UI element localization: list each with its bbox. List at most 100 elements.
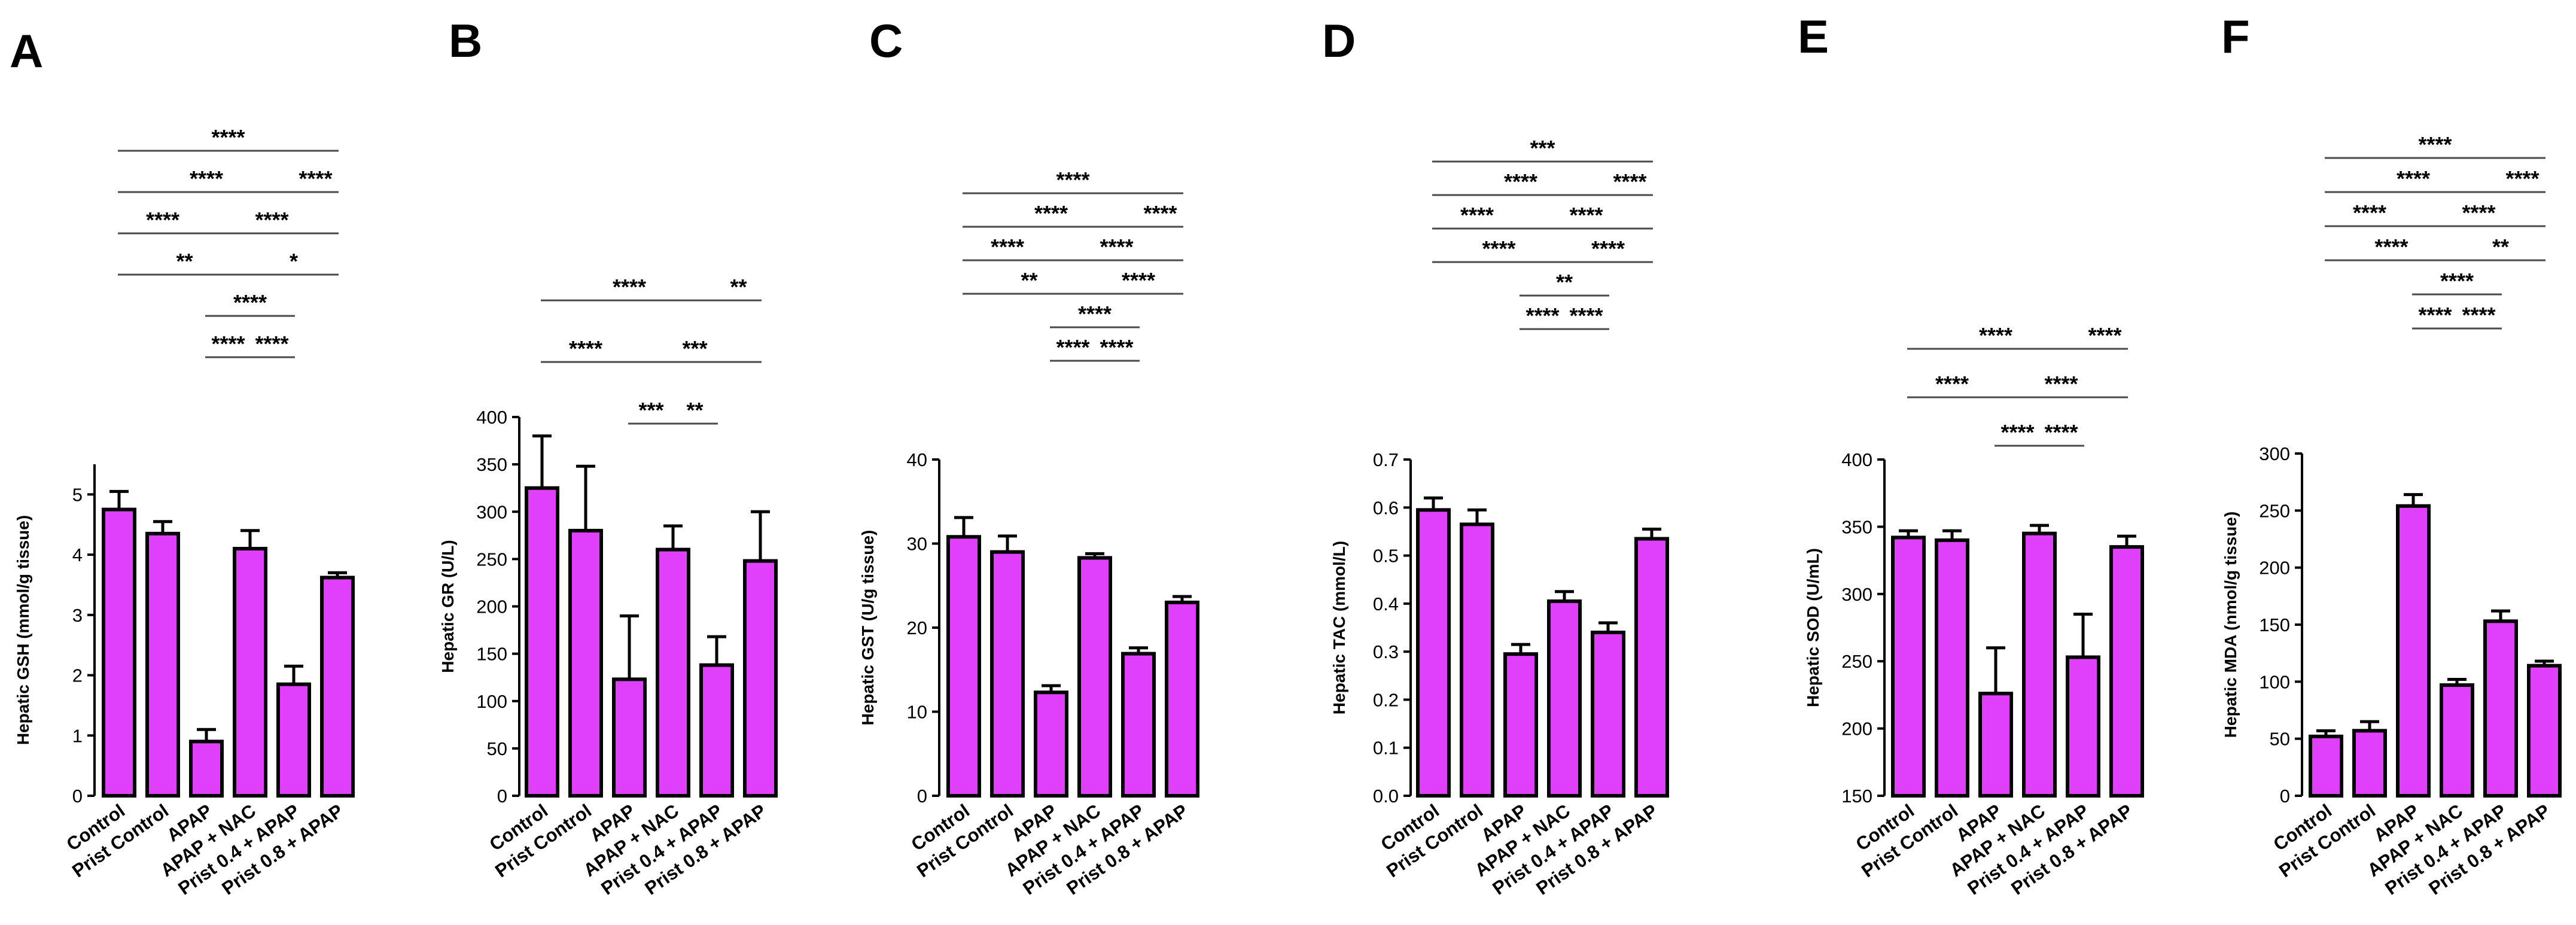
significance-label: ** <box>2492 235 2509 259</box>
significance-label: **** <box>569 336 602 361</box>
bar <box>2109 545 2144 798</box>
bar <box>1891 535 1926 798</box>
y-tick-label: 0 <box>2280 786 2290 807</box>
panel-letter: D <box>1322 14 1356 67</box>
significance-label: **** <box>1979 323 2012 348</box>
bar <box>233 547 267 798</box>
bar <box>145 531 180 798</box>
significance-label: **** <box>1525 303 1559 328</box>
y-tick-label: 0 <box>497 786 507 807</box>
y-tick-label: 30 <box>907 534 927 555</box>
significance-label: **** <box>1122 268 1155 293</box>
significance-label: **** <box>2374 235 2408 259</box>
significance-label: **** <box>299 166 332 191</box>
y-tick-label: 4 <box>72 544 83 565</box>
y-tick-label: 0 <box>72 786 83 807</box>
significance-label: ** <box>730 275 747 299</box>
panel-letter: A <box>10 25 43 77</box>
bar <box>2396 504 2431 798</box>
significance-label: **** <box>1056 168 1089 192</box>
y-tick-label: 50 <box>487 738 507 759</box>
y-tick-label: 20 <box>907 617 927 638</box>
bar <box>699 663 734 798</box>
significance-label: **** <box>2397 166 2430 191</box>
bar <box>1165 600 1199 798</box>
significance-label: **** <box>1504 169 1537 194</box>
bar <box>2352 729 2387 798</box>
significance-label: **** <box>1100 235 1133 259</box>
significance-label: **** <box>233 290 267 315</box>
y-tick-label: 150 <box>476 644 507 665</box>
bar <box>990 550 1025 798</box>
significance-label: **** <box>1569 303 1603 328</box>
significance-label: **** <box>2462 303 2495 327</box>
significance-label: **** <box>211 331 245 356</box>
significance-label: **** <box>190 166 223 191</box>
y-tick-label: 0 <box>917 786 927 807</box>
y-tick-label: 100 <box>2259 671 2290 692</box>
bar <box>946 535 981 798</box>
y-tick-label: 300 <box>476 501 507 522</box>
bar <box>1034 690 1068 798</box>
y-tick-label: 100 <box>476 691 507 712</box>
significance-label: **** <box>2353 200 2386 225</box>
bar <box>656 547 690 798</box>
y-tick-label: 50 <box>2270 729 2290 750</box>
y-tick-label: 250 <box>2259 500 2290 521</box>
y-tick-label: 300 <box>2259 443 2290 464</box>
significance-label: *** <box>682 336 707 361</box>
bar <box>1077 556 1112 798</box>
significance-label: **** <box>255 208 288 232</box>
panel-letter: F <box>2221 10 2250 63</box>
bar <box>276 682 311 798</box>
bar <box>1547 599 1582 798</box>
bar <box>2022 531 2057 798</box>
significance-label: **** <box>2044 420 2078 445</box>
significance-label: **** <box>1569 203 1603 227</box>
bar <box>525 486 559 798</box>
significance-label: **** <box>991 235 1024 259</box>
significance-label: **** <box>2044 372 2078 396</box>
significance-label: **** <box>2418 303 2452 327</box>
significance-label: **** <box>2088 323 2121 348</box>
panel-letter: C <box>869 14 903 67</box>
significance-label: **** <box>146 208 179 232</box>
bar <box>743 559 778 798</box>
significance-label: * <box>290 249 298 273</box>
bar <box>2527 664 2562 798</box>
y-tick-label: 3 <box>72 605 83 626</box>
y-tick-label: 0.0 <box>1373 786 1399 807</box>
y-tick-label: 350 <box>476 454 507 475</box>
y-tick-label: 250 <box>476 549 507 570</box>
significance-label: **** <box>613 275 646 299</box>
bar <box>1416 508 1451 798</box>
significance-label: **** <box>2418 132 2452 157</box>
y-tick-label: 350 <box>1841 516 1872 537</box>
bar <box>612 677 647 798</box>
significance-label: *** <box>638 398 663 422</box>
significance-label: **** <box>1460 203 1494 227</box>
y-axis-title: Hepatic TAC (mmol/L) <box>1330 541 1348 714</box>
y-tick-label: 400 <box>1841 449 1872 470</box>
y-tick-label: 0.7 <box>1373 449 1399 470</box>
bar <box>2483 619 2518 798</box>
bar <box>568 528 603 798</box>
y-tick-label: 400 <box>476 407 507 428</box>
significance-label: **** <box>211 125 245 150</box>
y-axis-title: Hepatic GR (U/L) <box>439 540 457 673</box>
y-tick-label: 0.3 <box>1373 641 1399 662</box>
y-tick-label: 10 <box>907 702 927 723</box>
significance-label: ** <box>1556 270 1573 294</box>
bar <box>1935 538 1969 798</box>
y-tick-label: 0.1 <box>1373 738 1399 759</box>
significance-label: **** <box>255 331 288 356</box>
significance-label: *** <box>1530 136 1555 160</box>
y-tick-label: 1 <box>72 725 83 746</box>
bar <box>1591 631 1625 798</box>
panel-letter: E <box>1798 10 1829 63</box>
y-tick-label: 200 <box>1841 719 1872 740</box>
significance-label: **** <box>2440 269 2474 293</box>
y-axis-title: Hepatic SOD (U/mL) <box>1804 548 1822 707</box>
